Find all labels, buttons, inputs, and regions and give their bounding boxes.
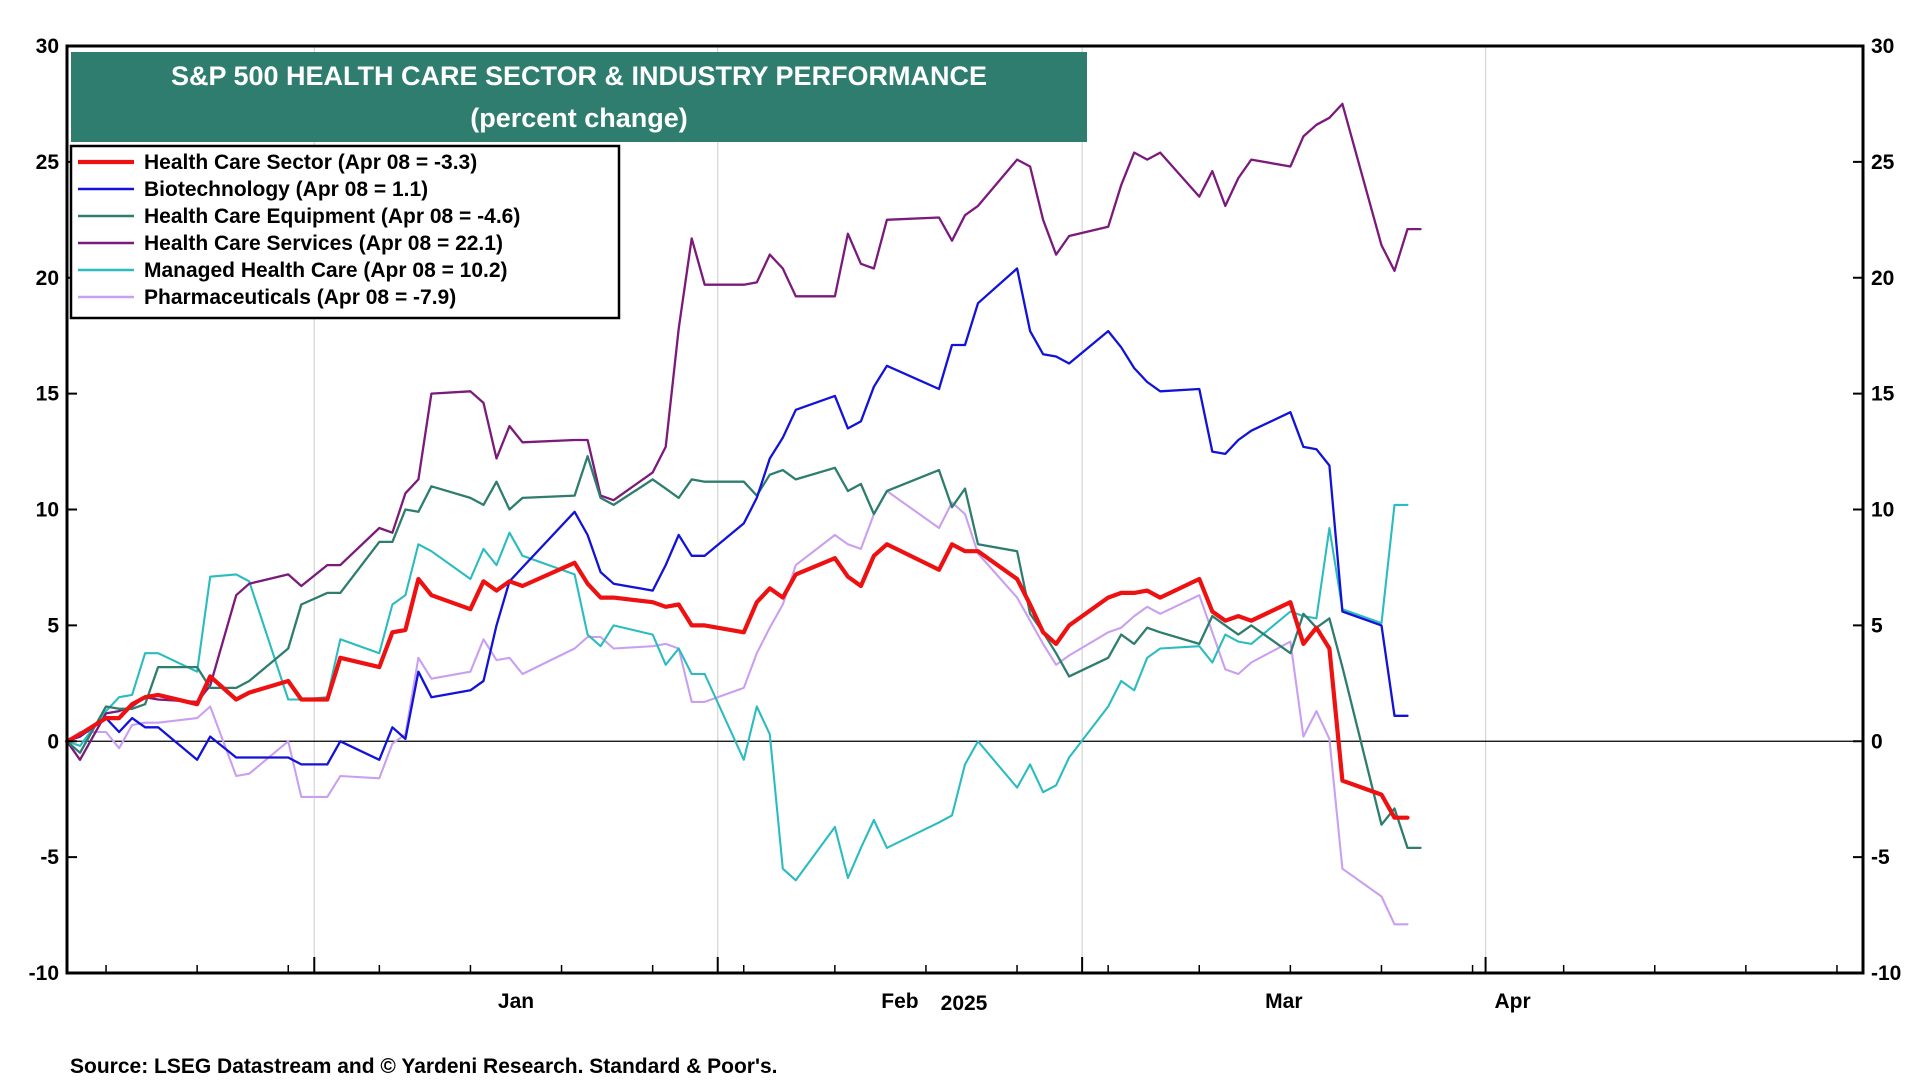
y-tick-label-left: -5	[40, 846, 59, 869]
y-tick-label-left: 10	[36, 499, 59, 522]
series-line-biotechnology	[65, 267, 1409, 766]
legend: Health Care Sector (Apr 08 = -3.3) Biotec…	[69, 144, 621, 320]
legend-label: Pharmaceuticals (Apr 08 = -7.9)	[144, 286, 456, 309]
title-box	[71, 52, 1087, 142]
y-tick-label-right: -5	[1871, 846, 1890, 869]
y-tick-label-right: -10	[1871, 962, 1901, 985]
x-axis-year-label: 2025	[941, 992, 988, 1015]
y-tick-label-left: 25	[36, 151, 60, 174]
y-tick-label-left: 0	[47, 730, 59, 753]
y-tick-label-right: 10	[1871, 499, 1894, 522]
series-line-managed-health-care	[65, 503, 1409, 882]
x-tick-label: Feb	[881, 990, 918, 1013]
series-line-health-care-services	[65, 102, 1422, 761]
series-line-pharmaceuticals	[65, 489, 1409, 926]
x-tick-label: Mar	[1265, 990, 1302, 1013]
series-layer	[64, 102, 1422, 926]
series-line-health-care-equipment	[65, 455, 1422, 850]
y-tick-label-right: 20	[1871, 267, 1894, 290]
y-tick-label-left: 20	[36, 267, 59, 290]
y-tick-label-left: 5	[47, 614, 59, 637]
y-tick-label-left: 30	[36, 35, 59, 58]
x-tick-label: Apr	[1494, 990, 1530, 1013]
series-line-health-care-sector	[64, 542, 1410, 820]
axis-layer: Jan Feb Mar Apr 30 30 25 25 20 20 15 15 10 10 5 5 0 0 -5 -5…	[29, 35, 1902, 1013]
legend-box	[69, 144, 621, 320]
y-tick-label-right: 25	[1871, 151, 1895, 174]
legend-label: Health Care Services (Apr 08 = 22.1)	[144, 232, 503, 255]
x-tick-label: Jan	[498, 990, 534, 1013]
y-tick-label-right: 15	[1871, 383, 1895, 406]
y-tick-label-right: 5	[1871, 614, 1883, 637]
y-tick-label-right: 0	[1871, 730, 1883, 753]
chart-subtitle: (percent change)	[470, 103, 688, 133]
legend-label: Biotechnology (Apr 08 = 1.1)	[144, 178, 428, 201]
legend-label: Health Care Equipment (Apr 08 = -4.6)	[144, 205, 520, 228]
legend-label: Managed Health Care (Apr 08 = 10.2)	[144, 259, 508, 282]
y-tick-label-right: 30	[1871, 35, 1894, 58]
chart-title: S&P 500 HEALTH CARE SECTOR & INDUSTRY PE…	[171, 61, 987, 91]
y-tick-label-left: 15	[36, 383, 60, 406]
legend-label: Health Care Sector (Apr 08 = -3.3)	[144, 151, 477, 174]
source-note: Source: LSEG Datastream and © Yardeni Re…	[70, 1055, 777, 1078]
y-tick-label-left: -10	[29, 962, 59, 985]
